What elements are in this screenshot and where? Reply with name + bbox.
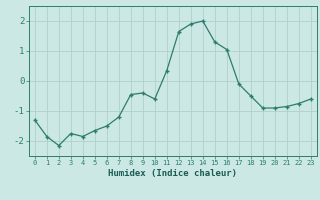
X-axis label: Humidex (Indice chaleur): Humidex (Indice chaleur)	[108, 169, 237, 178]
